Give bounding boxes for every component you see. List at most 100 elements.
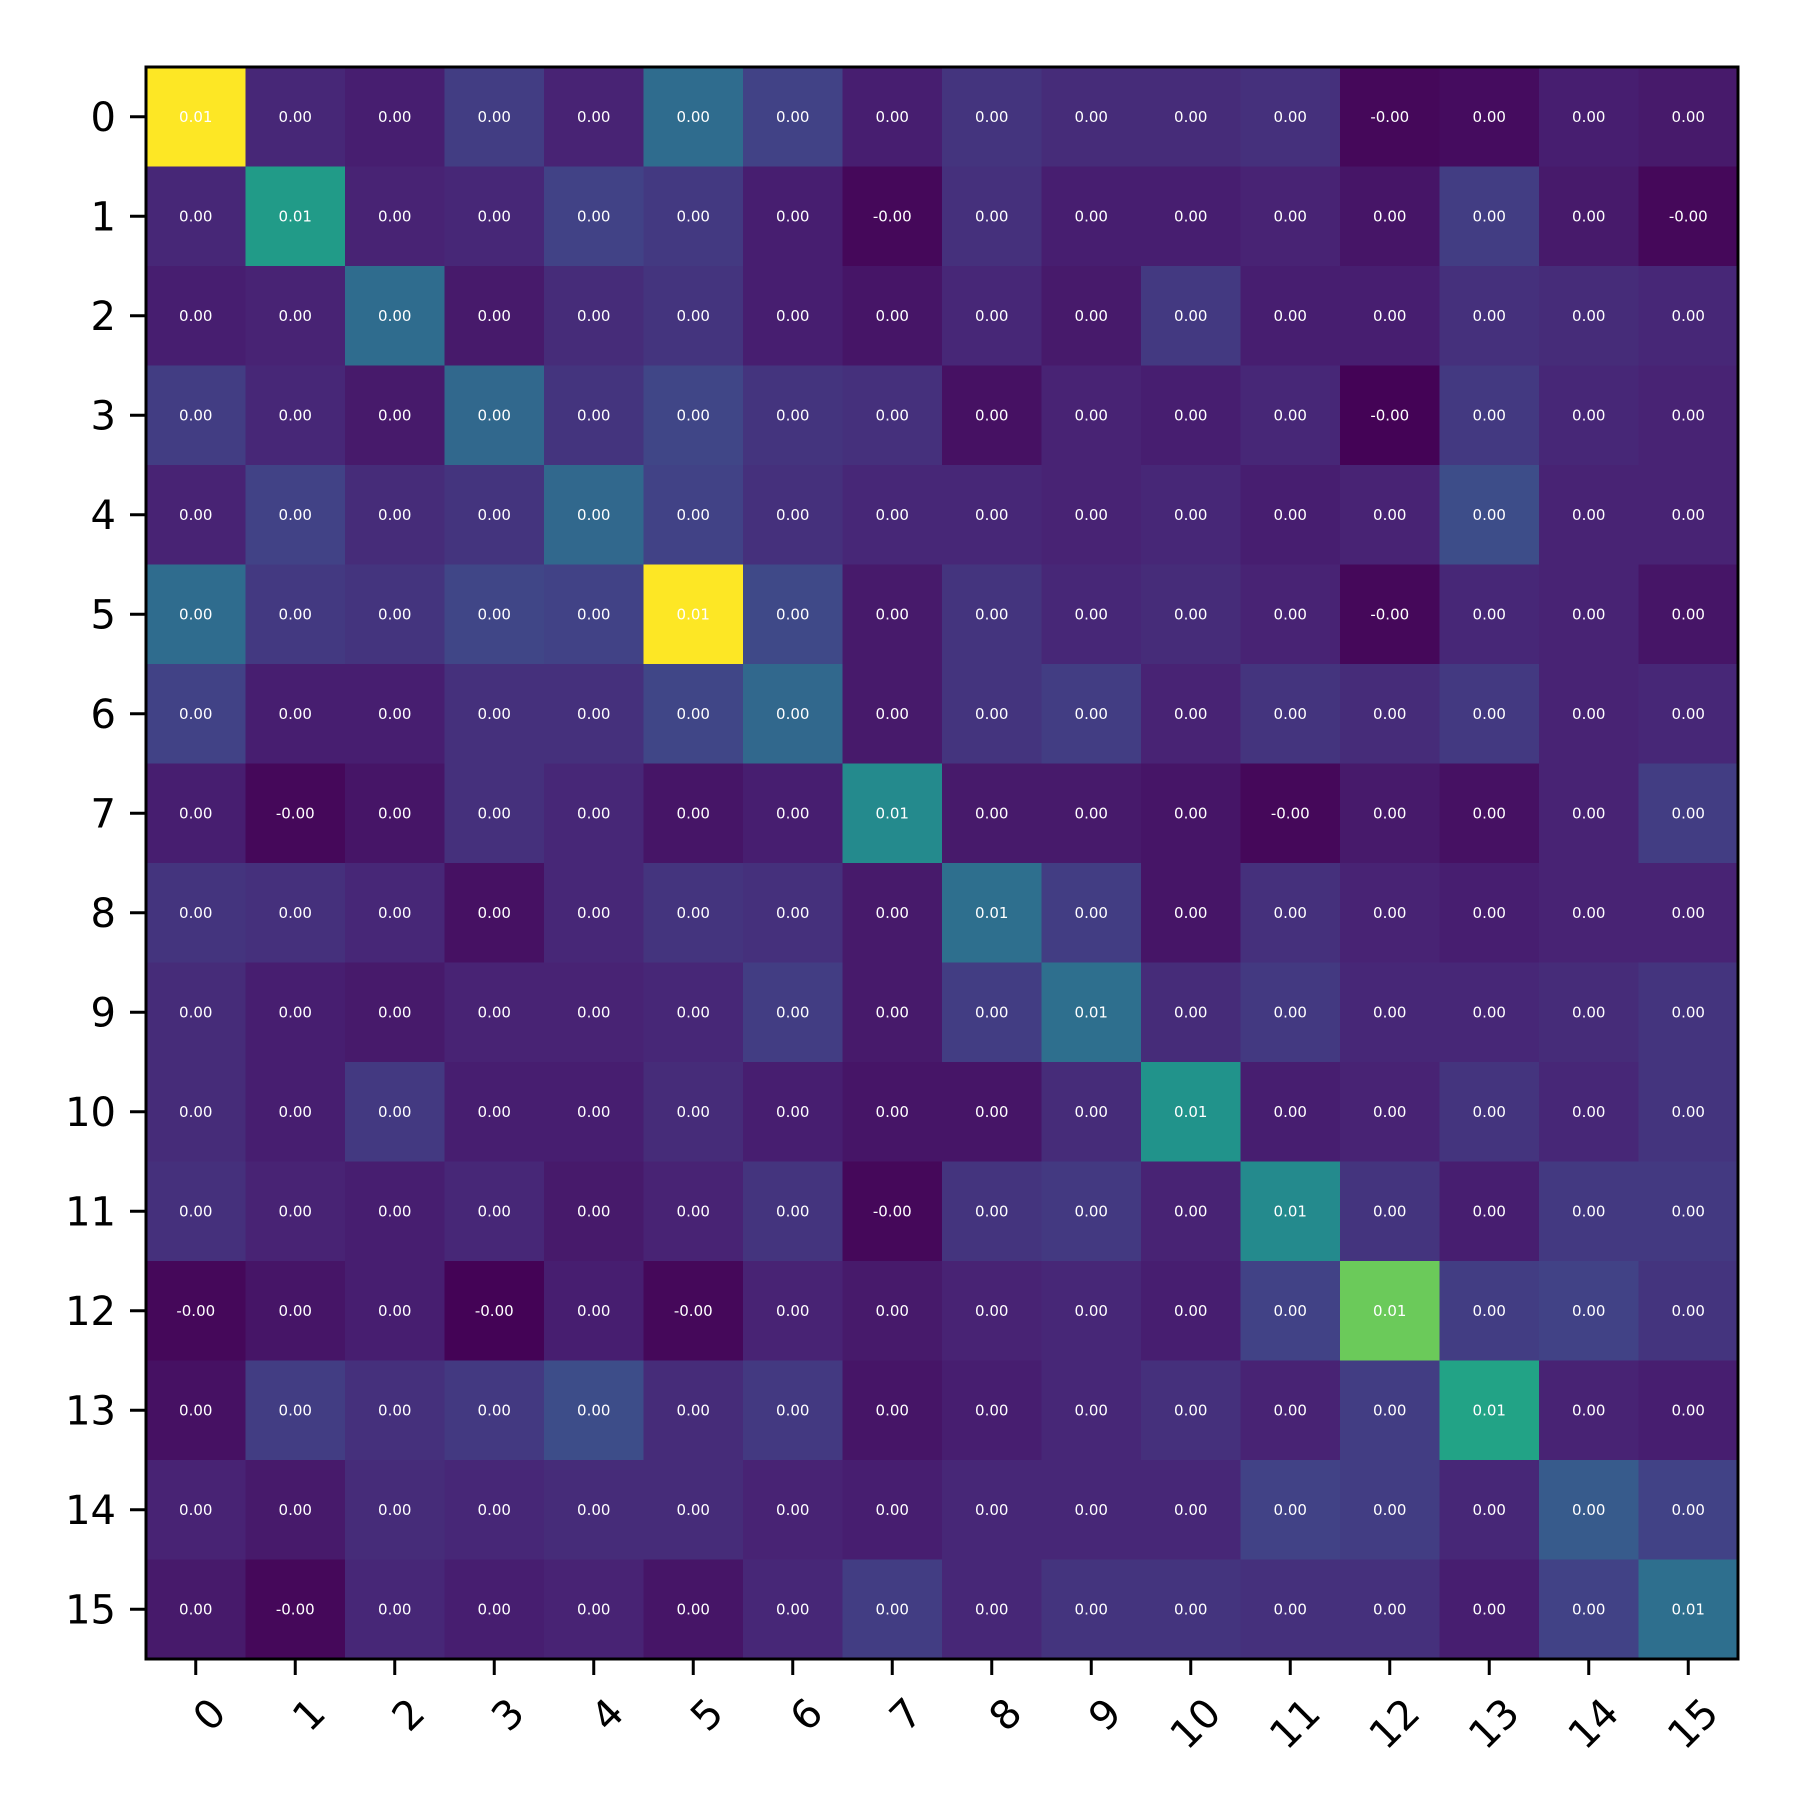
cell-value-label-6-6: 0.00 xyxy=(776,705,809,723)
heatmap-cell-12-5 xyxy=(643,1261,744,1362)
cell-value-label-6-5: 0.00 xyxy=(677,705,710,723)
cell-value-label-5-5: 0.01 xyxy=(677,605,710,623)
cell-value-label-1-9: 0.00 xyxy=(1075,207,1108,225)
heatmap-cell-13-7 xyxy=(842,1360,943,1461)
heatmap-cell-2-13 xyxy=(1439,266,1540,367)
y-tick-label-3: 3 xyxy=(91,393,116,439)
cell-value-label-13-3: 0.00 xyxy=(478,1401,511,1419)
x-tick-label-6: 6 xyxy=(782,1690,833,1741)
cell-value-label-0-10: 0.00 xyxy=(1174,108,1207,126)
heatmap-cell-3-5 xyxy=(643,365,744,466)
heatmap-cell-5-9 xyxy=(1041,564,1142,665)
heatmap-cell-13-14 xyxy=(1539,1360,1640,1461)
heatmap-cell-14-2 xyxy=(345,1460,446,1561)
cell-value-label-4-1: 0.00 xyxy=(279,506,312,524)
cell-value-label-10-3: 0.00 xyxy=(478,1103,511,1121)
cell-value-label-3-2: 0.00 xyxy=(378,406,411,424)
cell-value-label-9-6: 0.00 xyxy=(776,1003,809,1021)
heatmap-cell-14-9 xyxy=(1041,1460,1142,1561)
heatmap-cell-0-12 xyxy=(1340,67,1441,168)
x-tick-label-10: 10 xyxy=(1162,1690,1231,1759)
heatmap-cell-3-0 xyxy=(146,365,247,466)
heatmap-cell-1-9 xyxy=(1041,166,1142,267)
heatmap-cell-14-12 xyxy=(1340,1460,1441,1561)
heatmap-cell-9-11 xyxy=(1240,962,1341,1063)
cell-value-label-8-7: 0.00 xyxy=(876,904,909,922)
heatmap-cell-1-15 xyxy=(1638,166,1739,267)
cell-value-label-15-11: 0.00 xyxy=(1274,1600,1307,1618)
cell-value-label-4-13: 0.00 xyxy=(1473,506,1506,524)
cell-value-label-5-11: 0.00 xyxy=(1274,605,1307,623)
cell-value-label-2-13: 0.00 xyxy=(1473,307,1506,325)
heatmap-cell-15-4 xyxy=(544,1559,645,1660)
heatmap-cell-0-15 xyxy=(1638,67,1739,168)
heatmap-cell-3-7 xyxy=(842,365,943,466)
cell-value-label-12-3: -0.00 xyxy=(475,1302,514,1320)
heatmap-cell-6-12 xyxy=(1340,664,1441,765)
cell-value-label-8-9: 0.00 xyxy=(1075,904,1108,922)
x-tick-label-0: 0 xyxy=(185,1690,236,1741)
heatmap-cell-0-13 xyxy=(1439,67,1540,168)
cell-value-label-11-0: 0.00 xyxy=(179,1202,212,1220)
cell-value-label-6-11: 0.00 xyxy=(1274,705,1307,723)
y-tick-label-14: 14 xyxy=(65,1488,116,1534)
heatmap-cell-2-7 xyxy=(842,266,943,367)
cell-value-label-7-11: -0.00 xyxy=(1271,804,1310,822)
y-tick-label-11: 11 xyxy=(65,1189,116,1235)
heatmap-cell-2-4 xyxy=(544,266,645,367)
heatmap-cell-2-14 xyxy=(1539,266,1640,367)
heatmap-cell-6-8 xyxy=(942,664,1043,765)
heatmap-cell-9-10 xyxy=(1141,962,1242,1063)
cell-value-label-0-8: 0.00 xyxy=(975,108,1008,126)
cell-value-label-5-4: 0.00 xyxy=(577,605,610,623)
heatmap-cell-8-6 xyxy=(743,863,844,964)
cell-value-label-2-6: 0.00 xyxy=(776,307,809,325)
cell-value-label-13-12: 0.00 xyxy=(1373,1401,1406,1419)
heatmap-cell-7-15 xyxy=(1638,763,1739,864)
heatmap-cell-9-15 xyxy=(1638,962,1739,1063)
cell-value-label-1-7: -0.00 xyxy=(873,207,912,225)
cell-value-label-15-5: 0.00 xyxy=(677,1600,710,1618)
cell-value-label-3-4: 0.00 xyxy=(577,406,610,424)
cell-value-label-7-7: 0.01 xyxy=(876,804,909,822)
cell-value-label-1-12: 0.00 xyxy=(1373,207,1406,225)
x-tick-label-15: 15 xyxy=(1659,1690,1728,1759)
heatmap-cell-5-6 xyxy=(743,564,844,665)
heatmap-cell-7-7 xyxy=(842,763,943,864)
cell-value-label-10-0: 0.00 xyxy=(179,1103,212,1121)
heatmap-cell-13-15 xyxy=(1638,1360,1739,1461)
cell-value-label-8-0: 0.00 xyxy=(179,904,212,922)
heatmap-cell-15-10 xyxy=(1141,1559,1242,1660)
heatmap-cell-15-15 xyxy=(1638,1559,1739,1660)
cell-value-label-12-9: 0.00 xyxy=(1075,1302,1108,1320)
heatmap-cell-9-8 xyxy=(942,962,1043,1063)
heatmap-cell-13-3 xyxy=(444,1360,545,1461)
cell-value-label-13-10: 0.00 xyxy=(1174,1401,1207,1419)
cell-value-label-5-14: 0.00 xyxy=(1572,605,1605,623)
y-tick-label-8: 8 xyxy=(91,891,116,937)
heatmap-cell-11-15 xyxy=(1638,1161,1739,1262)
heatmap-cell-10-3 xyxy=(444,1062,545,1163)
heatmap-cell-9-0 xyxy=(146,962,247,1063)
heatmap-cell-7-10 xyxy=(1141,763,1242,864)
heatmap-cell-4-3 xyxy=(444,465,545,566)
cell-value-label-8-6: 0.00 xyxy=(776,904,809,922)
cell-value-label-1-3: 0.00 xyxy=(478,207,511,225)
heatmap-cell-0-7 xyxy=(842,67,943,168)
y-tick-label-5: 5 xyxy=(91,592,116,638)
heatmap-cell-5-10 xyxy=(1141,564,1242,665)
heatmap-cell-9-4 xyxy=(544,962,645,1063)
cell-value-label-1-14: 0.00 xyxy=(1572,207,1605,225)
cell-value-label-1-2: 0.00 xyxy=(378,207,411,225)
cell-value-label-0-6: 0.00 xyxy=(776,108,809,126)
cell-value-label-0-7: 0.00 xyxy=(876,108,909,126)
heatmap-cell-13-13 xyxy=(1439,1360,1540,1461)
cell-value-label-4-8: 0.00 xyxy=(975,506,1008,524)
cell-value-label-9-9: 0.01 xyxy=(1075,1003,1108,1021)
heatmap-cell-0-9 xyxy=(1041,67,1142,168)
heatmap-cell-10-9 xyxy=(1041,1062,1142,1163)
heatmap-cell-6-2 xyxy=(345,664,446,765)
cell-value-label-4-4: 0.00 xyxy=(577,506,610,524)
heatmap-cell-5-13 xyxy=(1439,564,1540,665)
